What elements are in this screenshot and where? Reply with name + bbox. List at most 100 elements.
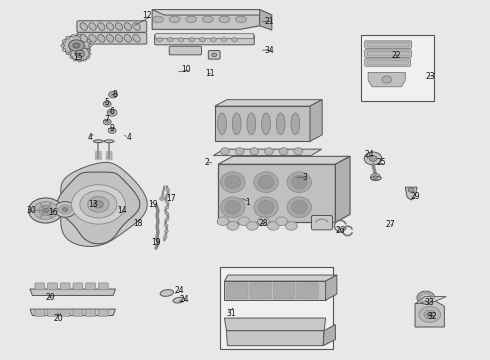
Circle shape <box>87 56 90 58</box>
Circle shape <box>417 296 421 299</box>
Polygon shape <box>224 318 326 330</box>
FancyBboxPatch shape <box>208 50 220 59</box>
FancyBboxPatch shape <box>35 310 45 316</box>
Ellipse shape <box>173 297 185 303</box>
Circle shape <box>87 49 90 51</box>
Ellipse shape <box>232 113 241 134</box>
Circle shape <box>83 46 86 49</box>
Circle shape <box>165 194 169 197</box>
Text: 29: 29 <box>410 192 420 201</box>
Ellipse shape <box>254 172 278 193</box>
Circle shape <box>276 217 288 226</box>
Circle shape <box>28 198 63 223</box>
Ellipse shape <box>89 23 96 30</box>
FancyBboxPatch shape <box>312 216 332 230</box>
FancyBboxPatch shape <box>86 283 96 290</box>
Circle shape <box>66 52 70 55</box>
Circle shape <box>424 291 428 294</box>
Ellipse shape <box>115 23 122 30</box>
Circle shape <box>33 202 58 220</box>
Ellipse shape <box>370 176 381 180</box>
Ellipse shape <box>287 197 312 218</box>
Polygon shape <box>57 172 140 244</box>
Polygon shape <box>152 10 272 15</box>
Circle shape <box>424 310 436 319</box>
Ellipse shape <box>265 148 273 155</box>
Polygon shape <box>415 301 444 327</box>
Text: 20: 20 <box>46 293 55 302</box>
Polygon shape <box>215 100 322 106</box>
Circle shape <box>88 44 92 47</box>
Circle shape <box>77 34 81 37</box>
Ellipse shape <box>80 35 87 42</box>
Text: 34: 34 <box>265 46 274 55</box>
Ellipse shape <box>236 16 246 23</box>
Polygon shape <box>224 275 337 281</box>
Text: 19: 19 <box>148 200 158 209</box>
Circle shape <box>70 49 73 51</box>
Circle shape <box>419 293 423 296</box>
Circle shape <box>189 38 195 42</box>
Circle shape <box>63 36 90 55</box>
Circle shape <box>164 224 168 227</box>
Circle shape <box>61 44 65 47</box>
Circle shape <box>164 230 168 233</box>
Text: 21: 21 <box>265 17 274 26</box>
FancyBboxPatch shape <box>367 60 408 65</box>
Polygon shape <box>152 10 260 30</box>
Circle shape <box>80 191 117 218</box>
Ellipse shape <box>220 148 229 155</box>
Text: 28: 28 <box>259 219 268 228</box>
Circle shape <box>83 59 86 61</box>
Circle shape <box>88 53 91 55</box>
Circle shape <box>69 53 72 55</box>
Text: 1: 1 <box>245 198 250 207</box>
Ellipse shape <box>291 113 300 134</box>
Circle shape <box>427 313 432 316</box>
Text: 9: 9 <box>109 123 114 132</box>
Bar <box>361 35 434 101</box>
Circle shape <box>429 293 433 296</box>
Circle shape <box>157 38 162 42</box>
Circle shape <box>62 40 66 42</box>
FancyBboxPatch shape <box>86 310 96 316</box>
Circle shape <box>364 152 382 165</box>
Circle shape <box>429 300 433 303</box>
Text: 30: 30 <box>26 206 36 215</box>
Polygon shape <box>310 100 322 141</box>
Ellipse shape <box>279 148 288 155</box>
Polygon shape <box>415 297 446 304</box>
Text: 24: 24 <box>365 150 374 159</box>
Ellipse shape <box>94 140 103 143</box>
Polygon shape <box>260 10 272 30</box>
FancyBboxPatch shape <box>155 34 254 39</box>
Circle shape <box>165 206 169 209</box>
Circle shape <box>74 46 76 49</box>
Circle shape <box>72 54 75 57</box>
Circle shape <box>217 217 229 226</box>
Ellipse shape <box>219 16 230 23</box>
Ellipse shape <box>292 201 307 214</box>
Polygon shape <box>218 164 335 222</box>
FancyBboxPatch shape <box>60 283 70 290</box>
Ellipse shape <box>80 23 87 30</box>
Ellipse shape <box>218 113 226 134</box>
Circle shape <box>221 38 227 42</box>
Circle shape <box>178 38 184 42</box>
FancyBboxPatch shape <box>365 59 411 66</box>
Circle shape <box>286 222 297 230</box>
Bar <box>220 267 333 349</box>
Circle shape <box>238 217 250 226</box>
Ellipse shape <box>133 23 140 30</box>
Circle shape <box>94 201 103 208</box>
FancyBboxPatch shape <box>77 33 147 44</box>
Text: 11: 11 <box>205 69 215 78</box>
Ellipse shape <box>98 35 105 42</box>
Ellipse shape <box>160 289 173 296</box>
Circle shape <box>246 222 258 230</box>
Circle shape <box>165 218 169 221</box>
Text: 17: 17 <box>166 194 175 203</box>
Polygon shape <box>226 330 324 346</box>
FancyBboxPatch shape <box>48 310 57 316</box>
Ellipse shape <box>262 113 270 134</box>
